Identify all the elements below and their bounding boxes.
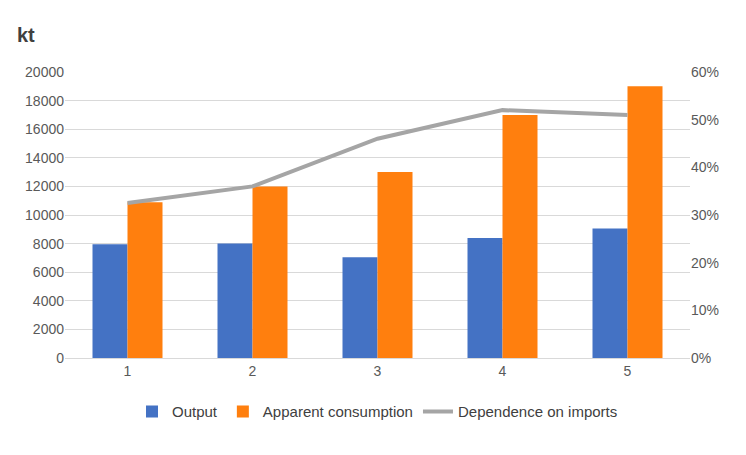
svg-text:4: 4 — [499, 363, 507, 379]
svg-text:14000: 14000 — [25, 150, 64, 166]
svg-text:5: 5 — [624, 363, 632, 379]
svg-text:4000: 4000 — [33, 293, 64, 309]
svg-text:kt: kt — [17, 24, 35, 46]
svg-text:1: 1 — [124, 363, 132, 379]
svg-text:0: 0 — [56, 350, 64, 366]
svg-text:3: 3 — [374, 363, 382, 379]
svg-text:Apparent consumption: Apparent consumption — [263, 403, 413, 420]
svg-text:12000: 12000 — [25, 178, 64, 194]
svg-text:20%: 20% — [691, 255, 719, 271]
svg-text:8000: 8000 — [33, 236, 64, 252]
svg-text:30%: 30% — [691, 207, 719, 223]
svg-text:10000: 10000 — [25, 207, 64, 223]
svg-text:40%: 40% — [691, 159, 719, 175]
svg-text:6000: 6000 — [33, 264, 64, 280]
svg-text:Output: Output — [172, 403, 218, 420]
svg-text:0%: 0% — [691, 350, 711, 366]
svg-text:60%: 60% — [691, 64, 719, 80]
svg-text:10%: 10% — [691, 302, 719, 318]
svg-text:Dependence on imports: Dependence on imports — [458, 403, 617, 420]
svg-text:2000: 2000 — [33, 321, 64, 337]
svg-text:16000: 16000 — [25, 121, 64, 137]
svg-text:50%: 50% — [691, 112, 719, 128]
svg-text:2: 2 — [249, 363, 257, 379]
svg-text:18000: 18000 — [25, 93, 64, 109]
svg-text:20000: 20000 — [25, 64, 64, 80]
